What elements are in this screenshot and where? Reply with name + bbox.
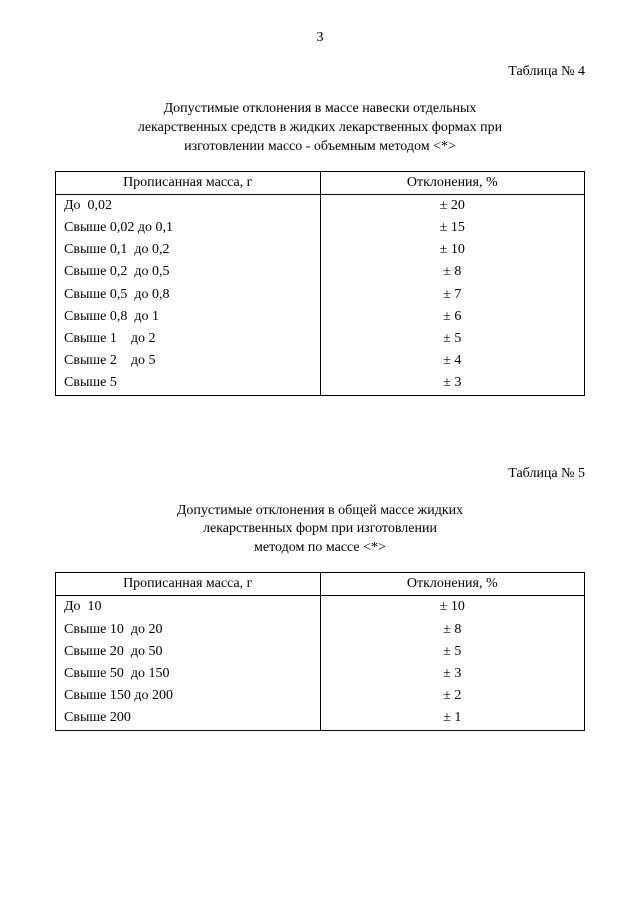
cell-mass: Свыше 50 до 150	[56, 663, 321, 685]
table-row: Свыше 0,2 до 0,5± 8	[56, 261, 585, 283]
cell-mass: Свыше 5	[56, 372, 321, 395]
col-header-mass: Прописанная масса, г	[56, 573, 321, 596]
table-row: Свыше 0,5 до 0,8± 7	[56, 284, 585, 306]
cell-deviation: ± 6	[320, 306, 585, 328]
table-row: До 10± 10	[56, 596, 585, 619]
cell-deviation: ± 10	[320, 596, 585, 619]
col-header-deviation: Отклонения, %	[320, 171, 585, 194]
table-row: Свыше 10 до 20± 8	[56, 619, 585, 641]
table-row: Свыше 0,1 до 0,2± 10	[56, 239, 585, 261]
caption-line: лекарственных средств в жидких лекарстве…	[138, 120, 502, 135]
cell-mass: Свыше 2 до 5	[56, 350, 321, 372]
page-number: 3	[55, 30, 585, 46]
table-row: Свыше 5± 3	[56, 372, 585, 395]
cell-deviation: ± 3	[320, 663, 585, 685]
cell-mass: До 10	[56, 596, 321, 619]
document-page: 3 Таблица № 4 Допустимые отклонения в ма…	[0, 0, 640, 905]
table-row: Свыше 150 до 200± 2	[56, 685, 585, 707]
cell-mass: Свыше 10 до 20	[56, 619, 321, 641]
table-row: До 0,02± 20	[56, 194, 585, 217]
spacer	[55, 396, 585, 466]
table-label-5: Таблица № 5	[55, 466, 585, 482]
caption-line: Допустимые отклонения в массе навески от…	[164, 101, 477, 116]
cell-mass: Свыше 0,2 до 0,5	[56, 261, 321, 283]
cell-deviation: ± 3	[320, 372, 585, 395]
cell-deviation: ± 2	[320, 685, 585, 707]
table-row: Свыше 0,8 до 1± 6	[56, 306, 585, 328]
table-row: Свыше 20 до 50± 5	[56, 641, 585, 663]
cell-mass: Свыше 0,8 до 1	[56, 306, 321, 328]
cell-deviation: ± 7	[320, 284, 585, 306]
table-row: Свыше 2 до 5± 4	[56, 350, 585, 372]
caption-line: Допустимые отклонения в общей массе жидк…	[177, 503, 463, 518]
cell-deviation: ± 1	[320, 707, 585, 730]
cell-mass: Свыше 1 до 2	[56, 328, 321, 350]
caption-line: изготовлении массо - объемным методом <*…	[184, 139, 456, 154]
cell-deviation: ± 20	[320, 194, 585, 217]
cell-deviation: ± 5	[320, 328, 585, 350]
cell-deviation: ± 15	[320, 217, 585, 239]
table-label-4: Таблица № 4	[55, 64, 585, 80]
cell-deviation: ± 4	[320, 350, 585, 372]
cell-mass: До 0,02	[56, 194, 321, 217]
caption-table-5: Допустимые отклонения в общей массе жидк…	[55, 502, 585, 559]
table-row: Свыше 1 до 2± 5	[56, 328, 585, 350]
cell-mass: Свыше 0,1 до 0,2	[56, 239, 321, 261]
cell-deviation: ± 10	[320, 239, 585, 261]
cell-mass: Свыше 0,5 до 0,8	[56, 284, 321, 306]
col-header-deviation: Отклонения, %	[320, 573, 585, 596]
caption-line: методом по массе <*>	[254, 540, 386, 555]
table-row: Свыше 0,02 до 0,1± 15	[56, 217, 585, 239]
table-4: Прописанная масса, г Отклонения, % До 0,…	[55, 171, 585, 396]
cell-mass: Свыше 150 до 200	[56, 685, 321, 707]
caption-line: лекарственных форм при изготовлении	[203, 521, 437, 536]
table-row: Свыше 50 до 150± 3	[56, 663, 585, 685]
cell-deviation: ± 5	[320, 641, 585, 663]
cell-mass: Свыше 0,02 до 0,1	[56, 217, 321, 239]
cell-mass: Свыше 20 до 50	[56, 641, 321, 663]
table-5: Прописанная масса, г Отклонения, % До 10…	[55, 572, 585, 730]
cell-deviation: ± 8	[320, 619, 585, 641]
col-header-mass: Прописанная масса, г	[56, 171, 321, 194]
cell-deviation: ± 8	[320, 261, 585, 283]
caption-table-4: Допустимые отклонения в массе навески от…	[55, 100, 585, 157]
cell-mass: Свыше 200	[56, 707, 321, 730]
table-row: Свыше 200± 1	[56, 707, 585, 730]
